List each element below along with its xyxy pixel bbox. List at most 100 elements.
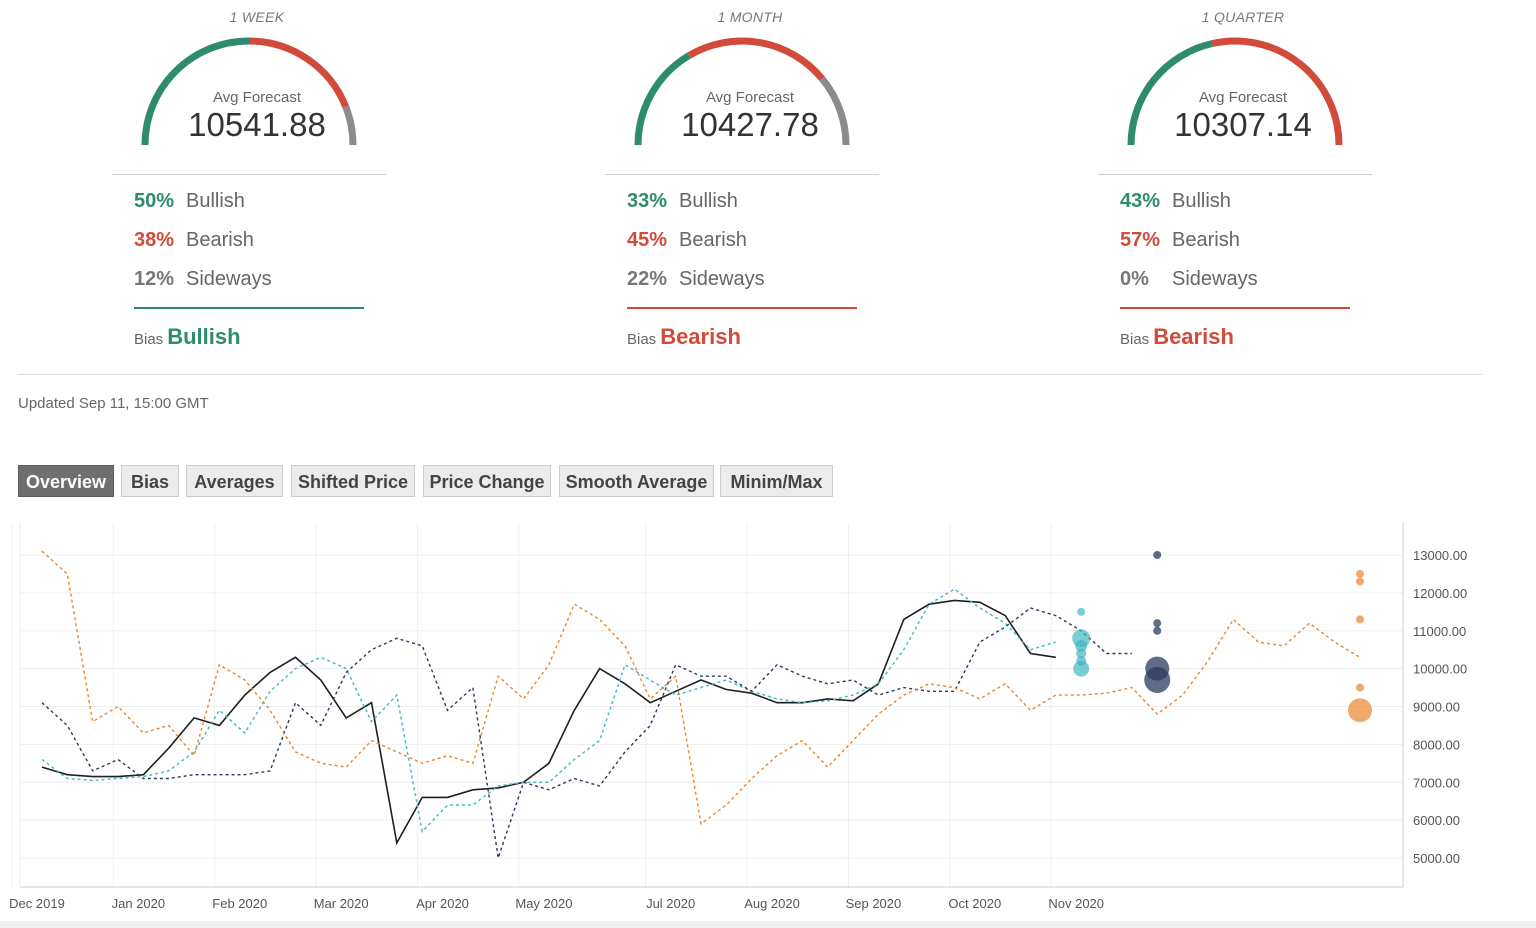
bias-value: Bullish [167,324,241,349]
x-tick-label: Apr 2020 [416,896,469,911]
sentiment-gauge [141,37,357,146]
bias-row: Bias Bullish [134,324,241,350]
quarter-forecast-dot [1356,683,1364,692]
divider [605,174,879,175]
y-tick-label: 10000.00 [1413,662,1467,677]
x-tick-label: Nov 2020 [1048,896,1104,911]
x-tick-label: May 2020 [515,896,572,911]
quarter-series-line [41,550,1361,826]
tab-smooth-average[interactable]: Smooth Average [559,465,714,497]
bearish-row: 38% Bearish [134,229,254,252]
y-tick-label: 11000.00 [1413,624,1466,639]
avg-forecast-value: 10541.88 [188,106,326,143]
avg-forecast-label: Avg Forecast [705,89,795,106]
forecast-chart: 13000.00 12000.00 11000.00 10000.00 9000.00 8… [9,523,1467,911]
bearish-percent: 57% [1120,229,1161,251]
bias-value: Bearish [1153,324,1234,349]
sideways-label: Sideways [679,268,765,290]
sentiment-gauge [1127,37,1343,146]
x-tick-label: Sep 2020 [846,896,902,911]
avg-forecast-label: Avg Forecast [212,89,302,106]
bearish-percent: 45% [627,229,668,251]
y-tick-label: 9000.00 [1413,700,1460,715]
sideways-percent: 0% [1120,268,1149,290]
period-label: 1 WEEK [229,9,285,25]
bullish-arc [634,52,691,146]
x-tick-label: Feb 2020 [212,896,267,911]
bias-value: Bearish [660,324,741,349]
sideways-arc [819,76,850,146]
tab-averages[interactable]: Averages [186,465,283,497]
bias-row: Bias Bearish [627,324,741,350]
x-tick-label: Jan 2020 [112,896,166,911]
quarter-forecast-dot [1348,698,1372,723]
sideways-percent: 22% [627,268,668,290]
month-forecast-dot [1153,619,1162,628]
tab-overview[interactable]: Overview [18,465,114,497]
bullish-arc [141,37,250,146]
bullish-row: 33% Bullish [627,190,738,213]
week-forecast-dot [1073,660,1090,677]
bias-label: Bias [627,331,657,348]
x-tick-label: Oct 2020 [948,896,1001,911]
page-footer-strip [0,921,1536,928]
bearish-arc [687,37,825,81]
bias-label: Bias [134,331,164,348]
bias-label: Bias [1120,331,1150,348]
chart-grid [11,523,1403,887]
bullish-label: Bullish [186,190,245,212]
bullish-percent: 50% [134,190,175,212]
section-divider [18,374,1482,375]
month-forecast-dot [1144,666,1171,693]
week-forecast-dot [1076,648,1087,659]
y-tick-label: 6000.00 [1413,813,1460,828]
divider [112,174,386,175]
updated-timestamp: Updated Sep 11, 15:00 GMT [18,395,209,412]
sentiment-gauge [634,37,850,146]
tab-price-change[interactable]: Price Change [423,465,551,497]
week-forecast-dot [1075,639,1088,652]
bias-row: Bias Bearish [1120,324,1234,350]
quarter-forecast-dot [1356,577,1364,586]
bullish-label: Bullish [1172,190,1231,212]
bullish-row: 50% Bullish [134,190,245,213]
sideways-row: 12% Sideways [134,268,272,291]
bullish-percent: 33% [627,190,668,212]
period-label: 1 QUARTER [1201,9,1285,25]
bullish-arc [1127,40,1214,146]
avg-forecast-value: 10307.14 [1174,106,1312,143]
avg-forecast-value: 10427.78 [681,106,819,143]
y-tick-label: 12000.00 [1413,586,1467,601]
sideways-percent: 12% [134,268,175,290]
period-label: 1 MONTH [717,9,783,25]
y-tick-label: 7000.00 [1413,775,1460,790]
bearish-arc [1211,37,1343,146]
bias-divider [627,307,857,309]
bullish-percent: 43% [1120,190,1161,212]
bearish-label: Bearish [679,229,747,251]
price-series-line [41,599,1056,846]
x-tick-label: Jul 2020 [646,896,695,911]
bias-divider [1120,307,1350,309]
bearish-percent: 38% [134,229,175,251]
bullish-label: Bullish [679,190,738,212]
bearish-label: Bearish [1172,229,1240,251]
quarter-forecast-dot [1356,569,1364,578]
bullish-row: 43% Bullish [1120,190,1231,213]
month-forecast-dot [1153,626,1162,635]
bearish-label: Bearish [186,229,254,251]
tab-bias[interactable]: Bias [121,465,179,497]
x-tick-label: Dec 2019 [9,896,65,911]
sideways-row: 0% Sideways [1120,268,1258,291]
month-forecast-dot [1153,551,1162,559]
sideways-arc [342,105,357,146]
y-tick-label: 8000.00 [1413,737,1460,752]
tab-minim-max[interactable]: Minim/Max [720,465,833,497]
bearish-row: 45% Bearish [627,229,747,252]
x-tick-label: Mar 2020 [314,896,369,911]
avg-forecast-label: Avg Forecast [1198,89,1288,106]
tab-shifted-price[interactable]: Shifted Price [291,465,415,497]
y-tick-label: 13000.00 [1413,548,1467,563]
quarter-forecast-dot [1356,615,1364,624]
x-tick-label: Aug 2020 [744,896,800,911]
